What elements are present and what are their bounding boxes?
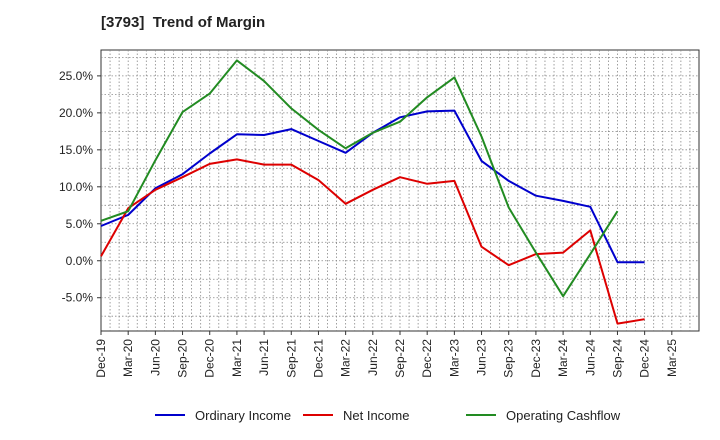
- x-tick-label: Jun-24: [583, 339, 597, 376]
- chart-title: [3793] Trend of Margin: [101, 14, 266, 31]
- series-line-net-income: [100, 158, 645, 325]
- y-tick-label: 15.0%: [59, 143, 93, 157]
- x-tick-label: Dec-23: [529, 339, 543, 378]
- y-tick-label: 5.0%: [66, 217, 94, 231]
- x-tick-label: Jun-21: [257, 339, 271, 376]
- x-tick-label: Sep-24: [610, 339, 624, 378]
- y-tick-label: 10.0%: [59, 180, 93, 194]
- x-tick-label: Sep-22: [393, 339, 407, 378]
- y-tick-label: 0.0%: [66, 254, 94, 268]
- x-tick-label: Jun-20: [148, 339, 162, 376]
- legend-label-net-income: Net Income: [343, 408, 409, 423]
- x-tick-label: Sep-20: [176, 339, 190, 378]
- x-tick-label: Sep-23: [502, 339, 516, 378]
- x-tick-label: Jun-23: [475, 339, 489, 376]
- x-tick-label: Dec-21: [311, 339, 325, 378]
- y-tick-label: 25.0%: [59, 69, 93, 83]
- y-tick-label: 20.0%: [59, 106, 93, 120]
- x-tick-label: Mar-25: [665, 339, 679, 377]
- y-tick-label: -5.0%: [62, 291, 94, 305]
- x-tick-label: Mar-22: [339, 339, 353, 377]
- x-tick-label: Dec-20: [203, 339, 217, 378]
- x-tick-label: Dec-22: [420, 339, 434, 378]
- x-tick-label: Dec-24: [638, 339, 652, 378]
- x-tick-label: Jun-22: [366, 339, 380, 376]
- x-tick-label: Mar-20: [121, 339, 135, 377]
- legend-label-operating-cashflow: Operating Cashflow: [506, 408, 621, 423]
- series-line-operating-cashflow: [100, 59, 619, 298]
- x-tick-label: Mar-21: [230, 339, 244, 377]
- legend-label-ordinary-income: Ordinary Income: [195, 408, 291, 423]
- x-tick-label: Mar-24: [556, 339, 570, 377]
- x-tick-label: Sep-21: [284, 339, 298, 378]
- x-tick-label: Dec-19: [94, 339, 108, 378]
- x-tick-label: Mar-23: [447, 339, 461, 377]
